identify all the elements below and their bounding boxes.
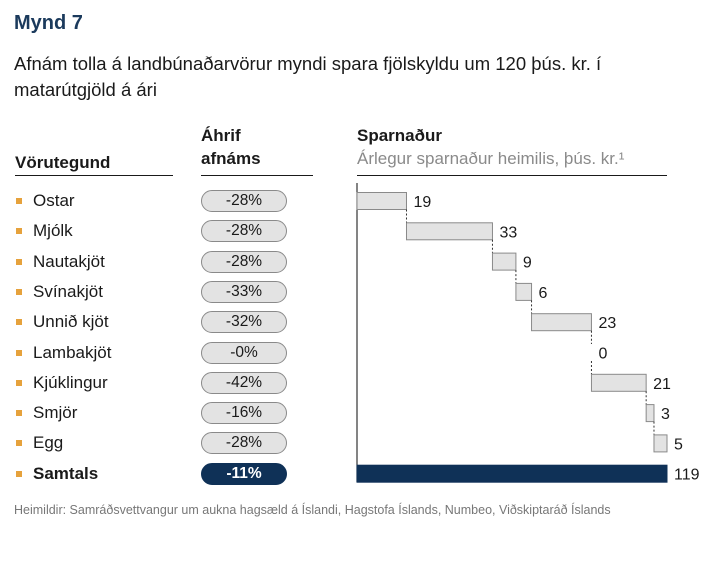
total-effect-badge: -11%: [201, 462, 287, 485]
product-label: Smjör: [33, 403, 78, 423]
product-label: Lambakjöt: [33, 342, 112, 362]
bar-value-label: 6: [539, 285, 548, 302]
row-bullet-icon: [16, 440, 22, 447]
bar-value-label: 119: [674, 467, 700, 484]
row-bullet-icon: [16, 228, 22, 235]
product-label: Unnið kjöt: [33, 312, 109, 332]
total-label: Samtals: [33, 463, 99, 483]
bar-value-label: 19: [413, 194, 431, 211]
savings-bar: [531, 313, 592, 332]
bar-value-label: 21: [653, 376, 671, 393]
row-bullet-icon: [16, 410, 22, 417]
row-bullet-icon: [16, 288, 22, 295]
row-bullet-icon: [16, 198, 22, 204]
product-label: Mjólk: [33, 221, 73, 241]
bar-value-label: 5: [674, 436, 683, 453]
product-label: Svínakjöt: [33, 281, 103, 301]
product-label: Ostar: [33, 191, 75, 210]
effect-header-line2: afnáms: [201, 149, 261, 168]
product-label: Egg: [33, 433, 64, 453]
effect-badge: -28%: [201, 190, 287, 212]
savings-header: Sparnaður: [357, 126, 443, 145]
effect-badge: -33%: [201, 280, 287, 303]
savings-subheader: Árlegur sparnaður heimilis, þús. kr.¹: [357, 149, 625, 168]
savings-bar: [653, 434, 668, 453]
savings-bar: [356, 192, 407, 210]
row-bullet-icon: [16, 379, 22, 386]
effect-badge: -28%: [201, 250, 287, 273]
total-bar: [356, 464, 668, 483]
savings-bar: [645, 404, 655, 423]
savings-bar: [590, 373, 647, 392]
source-note: Heimildir: Samráðsvettvangur um aukna ha…: [14, 503, 611, 517]
effect-badge: -0%: [201, 341, 287, 364]
figure-label: Mynd 7: [14, 12, 83, 34]
effect-header-underline: [201, 175, 313, 176]
bar-value-label: 23: [598, 315, 616, 332]
savings-bar: [491, 252, 517, 271]
effect-badge: -32%: [201, 311, 287, 334]
product-label: Nautakjöt: [33, 251, 105, 271]
row-bullet-icon: [16, 470, 22, 477]
effect-badge: -28%: [201, 432, 287, 455]
bar-value-label: 0: [598, 346, 607, 363]
row-bullet-icon: [16, 319, 22, 326]
effect-badge: -42%: [201, 371, 287, 394]
row-bullet-icon: [16, 258, 22, 265]
savings-bar: [405, 222, 493, 241]
savings-bar: [515, 282, 533, 301]
effect-badge: -16%: [201, 402, 287, 425]
product-header: Vörutegund: [15, 153, 111, 172]
effect-badge: -28%: [201, 220, 287, 243]
chart-title: Afnám tolla á landbúnaðarvörur myndi spa…: [14, 53, 602, 100]
row-bullet-icon: [16, 349, 22, 356]
savings-header-underline: [357, 175, 667, 176]
product-label: Kjúklingur: [33, 372, 108, 392]
bar-value-label: 9: [523, 255, 532, 272]
effect-header-line1: Áhrif: [201, 126, 241, 145]
product-header-underline: [15, 175, 173, 176]
bar-value-label: 3: [661, 406, 670, 423]
bar-value-label: 33: [499, 224, 517, 241]
